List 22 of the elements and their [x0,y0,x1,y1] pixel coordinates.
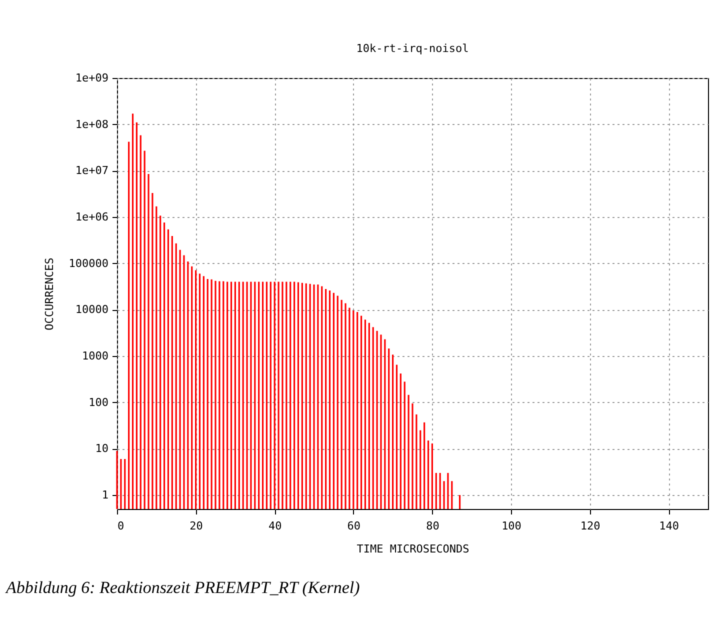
x-tick-label: 140 [659,520,680,532]
y-tick-label: 100000 [68,256,108,270]
y-tick-label: 1e+09 [75,72,108,84]
y-tick-label: 100 [88,396,108,409]
x-tick-label: 60 [347,520,361,532]
y-tick-label: 1000 [82,350,108,363]
y-axis-title: OCCURRENCES [42,258,56,330]
y-tick-label: 1e+07 [75,164,108,178]
x-tick-label: 40 [268,520,282,532]
chart-title: 10k-rt-irq-noisol [356,42,469,55]
y-tick-label: 1e+08 [75,118,108,131]
x-tick-label: 120 [580,520,600,532]
x-tick-label: 80 [426,520,440,532]
y-tick-label: 10000 [75,303,108,316]
x-axis-title: TIME MICROSECONDS [356,542,470,556]
y-tick-label: 1 [102,488,108,502]
y-tick-label: 1e+06 [75,210,108,224]
x-tick-label: 20 [190,520,203,532]
x-tick-label: 0 [118,520,124,532]
x-tick-label: 100 [502,520,522,532]
text: Abbildung 6: Reaktionszeit PREEMPT_RT (Kernel) [6,578,360,598]
y-tick-label: 10 [95,442,108,456]
